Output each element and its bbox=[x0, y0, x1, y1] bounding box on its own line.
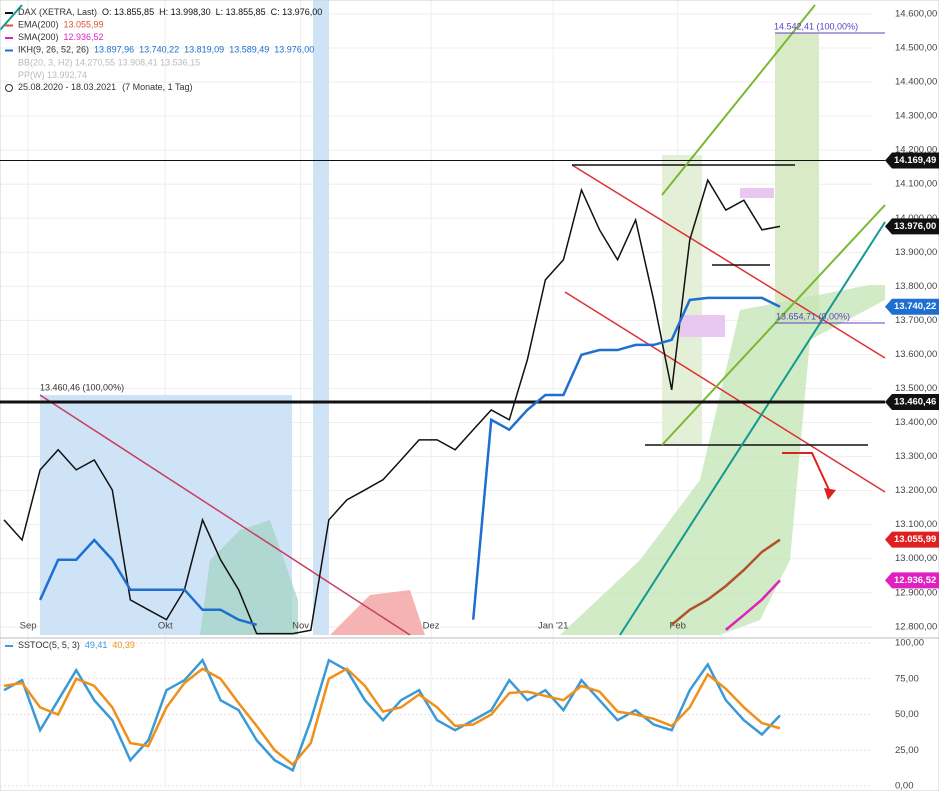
cloud bbox=[330, 590, 425, 635]
trend-line bbox=[0, 4, 23, 31]
trend-line bbox=[619, 221, 886, 636]
annotation: 14.542,41 (100,00%) bbox=[774, 21, 858, 31]
price-tag bbox=[885, 531, 939, 548]
period-range: 25.08.2020 - 18.03.2021 bbox=[18, 82, 116, 92]
y-tick-label: 12.800,00 bbox=[895, 621, 937, 632]
shaded-zone bbox=[313, 0, 329, 635]
osc-value: 49,41 bbox=[85, 640, 108, 650]
osc-title: SSTOC(5, 5, 3) bbox=[18, 640, 80, 650]
trend-line bbox=[661, 204, 886, 446]
legend-label: SMA(200) 12.936,52 bbox=[18, 32, 104, 42]
y-tick-label: 13.800,00 bbox=[895, 281, 937, 292]
shaded-zone bbox=[775, 33, 819, 323]
y-tick-label: 13.000,00 bbox=[895, 553, 937, 564]
y-tick-label: 14.400,00 bbox=[895, 77, 937, 88]
legend-value: 13.819,09 bbox=[184, 45, 224, 55]
annotation: 13.654,71 (0,00%) bbox=[776, 311, 850, 321]
price-tag-label: 13.976,00 bbox=[894, 221, 936, 232]
legend-name: DAX (XETRA, Last) bbox=[18, 7, 97, 17]
box bbox=[680, 315, 725, 337]
x-tick-label: Feb bbox=[670, 621, 686, 632]
y-tick-label: 13.700,00 bbox=[895, 315, 937, 326]
series-line bbox=[3, 657, 781, 773]
y-tick-label: 0,00 bbox=[895, 781, 914, 791]
price-tag bbox=[885, 218, 939, 235]
legend-value: 13.055,99 bbox=[64, 20, 104, 30]
series-line bbox=[3, 667, 781, 767]
osc-value: 40,39 bbox=[112, 640, 135, 650]
trend-line bbox=[571, 164, 886, 359]
y-tick-label: 13.300,00 bbox=[895, 451, 937, 462]
price-tag-label: 14.169,49 bbox=[894, 155, 936, 166]
legend-value: 13.589,49 bbox=[229, 45, 269, 55]
legend-value: 13.740,22 bbox=[139, 45, 179, 55]
annotation: 13.460,46 (100,00%) bbox=[40, 382, 124, 392]
period-icon bbox=[5, 84, 13, 92]
y-tick-label: 13.100,00 bbox=[895, 519, 937, 530]
y-tick-label: 14.100,00 bbox=[895, 179, 937, 190]
y-tick-label: 14.500,00 bbox=[895, 43, 937, 54]
series-line bbox=[38, 538, 258, 626]
y-tick-label: 13.600,00 bbox=[895, 349, 937, 360]
legend-label-inactive: BB(20, 3, H2) 14.270,55 13.908,41 13.536… bbox=[18, 57, 200, 67]
price-tag-label: 13.740,22 bbox=[894, 301, 936, 312]
y-tick-label: 12.900,00 bbox=[895, 587, 937, 598]
legend-name: EMA(200) bbox=[18, 20, 59, 30]
cloud bbox=[560, 285, 885, 635]
x-tick-label: Jan '21 bbox=[538, 621, 568, 632]
legend-value: 13.897,96 bbox=[94, 45, 134, 55]
trend-line bbox=[39, 394, 411, 636]
series-line bbox=[471, 296, 781, 620]
box bbox=[740, 188, 774, 198]
price-tag bbox=[885, 393, 939, 410]
y-tick-label: 13.200,00 bbox=[895, 485, 937, 496]
series-line bbox=[670, 538, 781, 626]
series-line bbox=[725, 579, 781, 631]
cloud bbox=[200, 520, 298, 635]
legend-value: C: 13.976,00 bbox=[271, 7, 323, 17]
price-tag bbox=[885, 572, 939, 589]
trend-line bbox=[661, 4, 816, 196]
legend-value: O: 13.855,85 bbox=[102, 7, 154, 17]
y-tick-label: 75,00 bbox=[895, 673, 919, 684]
y-tick-label: 14.600,00 bbox=[895, 8, 937, 19]
legend-value: L: 13.855,85 bbox=[216, 7, 266, 17]
price-tag-label: 12.936,52 bbox=[894, 575, 936, 586]
x-tick-label: Dez bbox=[423, 621, 440, 632]
legend-label-inactive: PP(W) 13.992,74 bbox=[18, 70, 87, 80]
legend-name: IKH(9, 26, 52, 26) bbox=[18, 45, 89, 55]
arrow bbox=[782, 452, 831, 493]
period-note: (7 Monate, 1 Tag) bbox=[122, 82, 192, 92]
y-tick-label: 13.500,00 bbox=[895, 383, 937, 394]
legend-label: DAX (XETRA, Last) O: 13.855,85 H: 13.998,3… bbox=[18, 7, 322, 17]
y-tick-label: 14.000,00 bbox=[895, 213, 937, 224]
arrow-head bbox=[824, 488, 836, 500]
y-tick-label: 14.200,00 bbox=[895, 145, 937, 156]
price-tag-label: 13.460,46 bbox=[894, 396, 936, 407]
y-tick-label: 14.300,00 bbox=[895, 111, 937, 122]
legend-label: IKH(9, 26, 52, 26) 13.897,96 13.740,22 13.8… bbox=[18, 45, 314, 55]
legend-label: EMA(200) 13.055,99 bbox=[18, 20, 104, 30]
y-tick-label: 50,00 bbox=[895, 709, 919, 720]
legend-value: 13.976,00 bbox=[274, 45, 314, 55]
price-tag-label: 13.055,99 bbox=[894, 534, 936, 545]
trend-line bbox=[564, 291, 886, 493]
y-tick-label: 25,00 bbox=[895, 745, 919, 756]
y-tick-label: 13.900,00 bbox=[895, 247, 937, 258]
osc-legend: SSTOC(5, 5, 3) 49,41 40,39 bbox=[18, 640, 135, 650]
y-tick-label: 100,00 bbox=[895, 638, 924, 649]
x-tick-label: Sep bbox=[20, 621, 37, 632]
price-tag bbox=[885, 152, 939, 169]
period: 25.08.2020 - 18.03.2021 (7 Monate, 1 Tag) bbox=[18, 82, 192, 92]
price-tag bbox=[885, 298, 939, 315]
legend-name: SMA(200) bbox=[18, 32, 59, 42]
legend-value: H: 13.998,30 bbox=[159, 7, 211, 17]
legend-value: 12.936,52 bbox=[64, 32, 104, 42]
x-tick-label: Okt bbox=[158, 621, 173, 632]
series-line bbox=[3, 178, 781, 635]
x-tick-label: Nov bbox=[292, 621, 309, 632]
y-tick-label: 13.400,00 bbox=[895, 417, 937, 428]
